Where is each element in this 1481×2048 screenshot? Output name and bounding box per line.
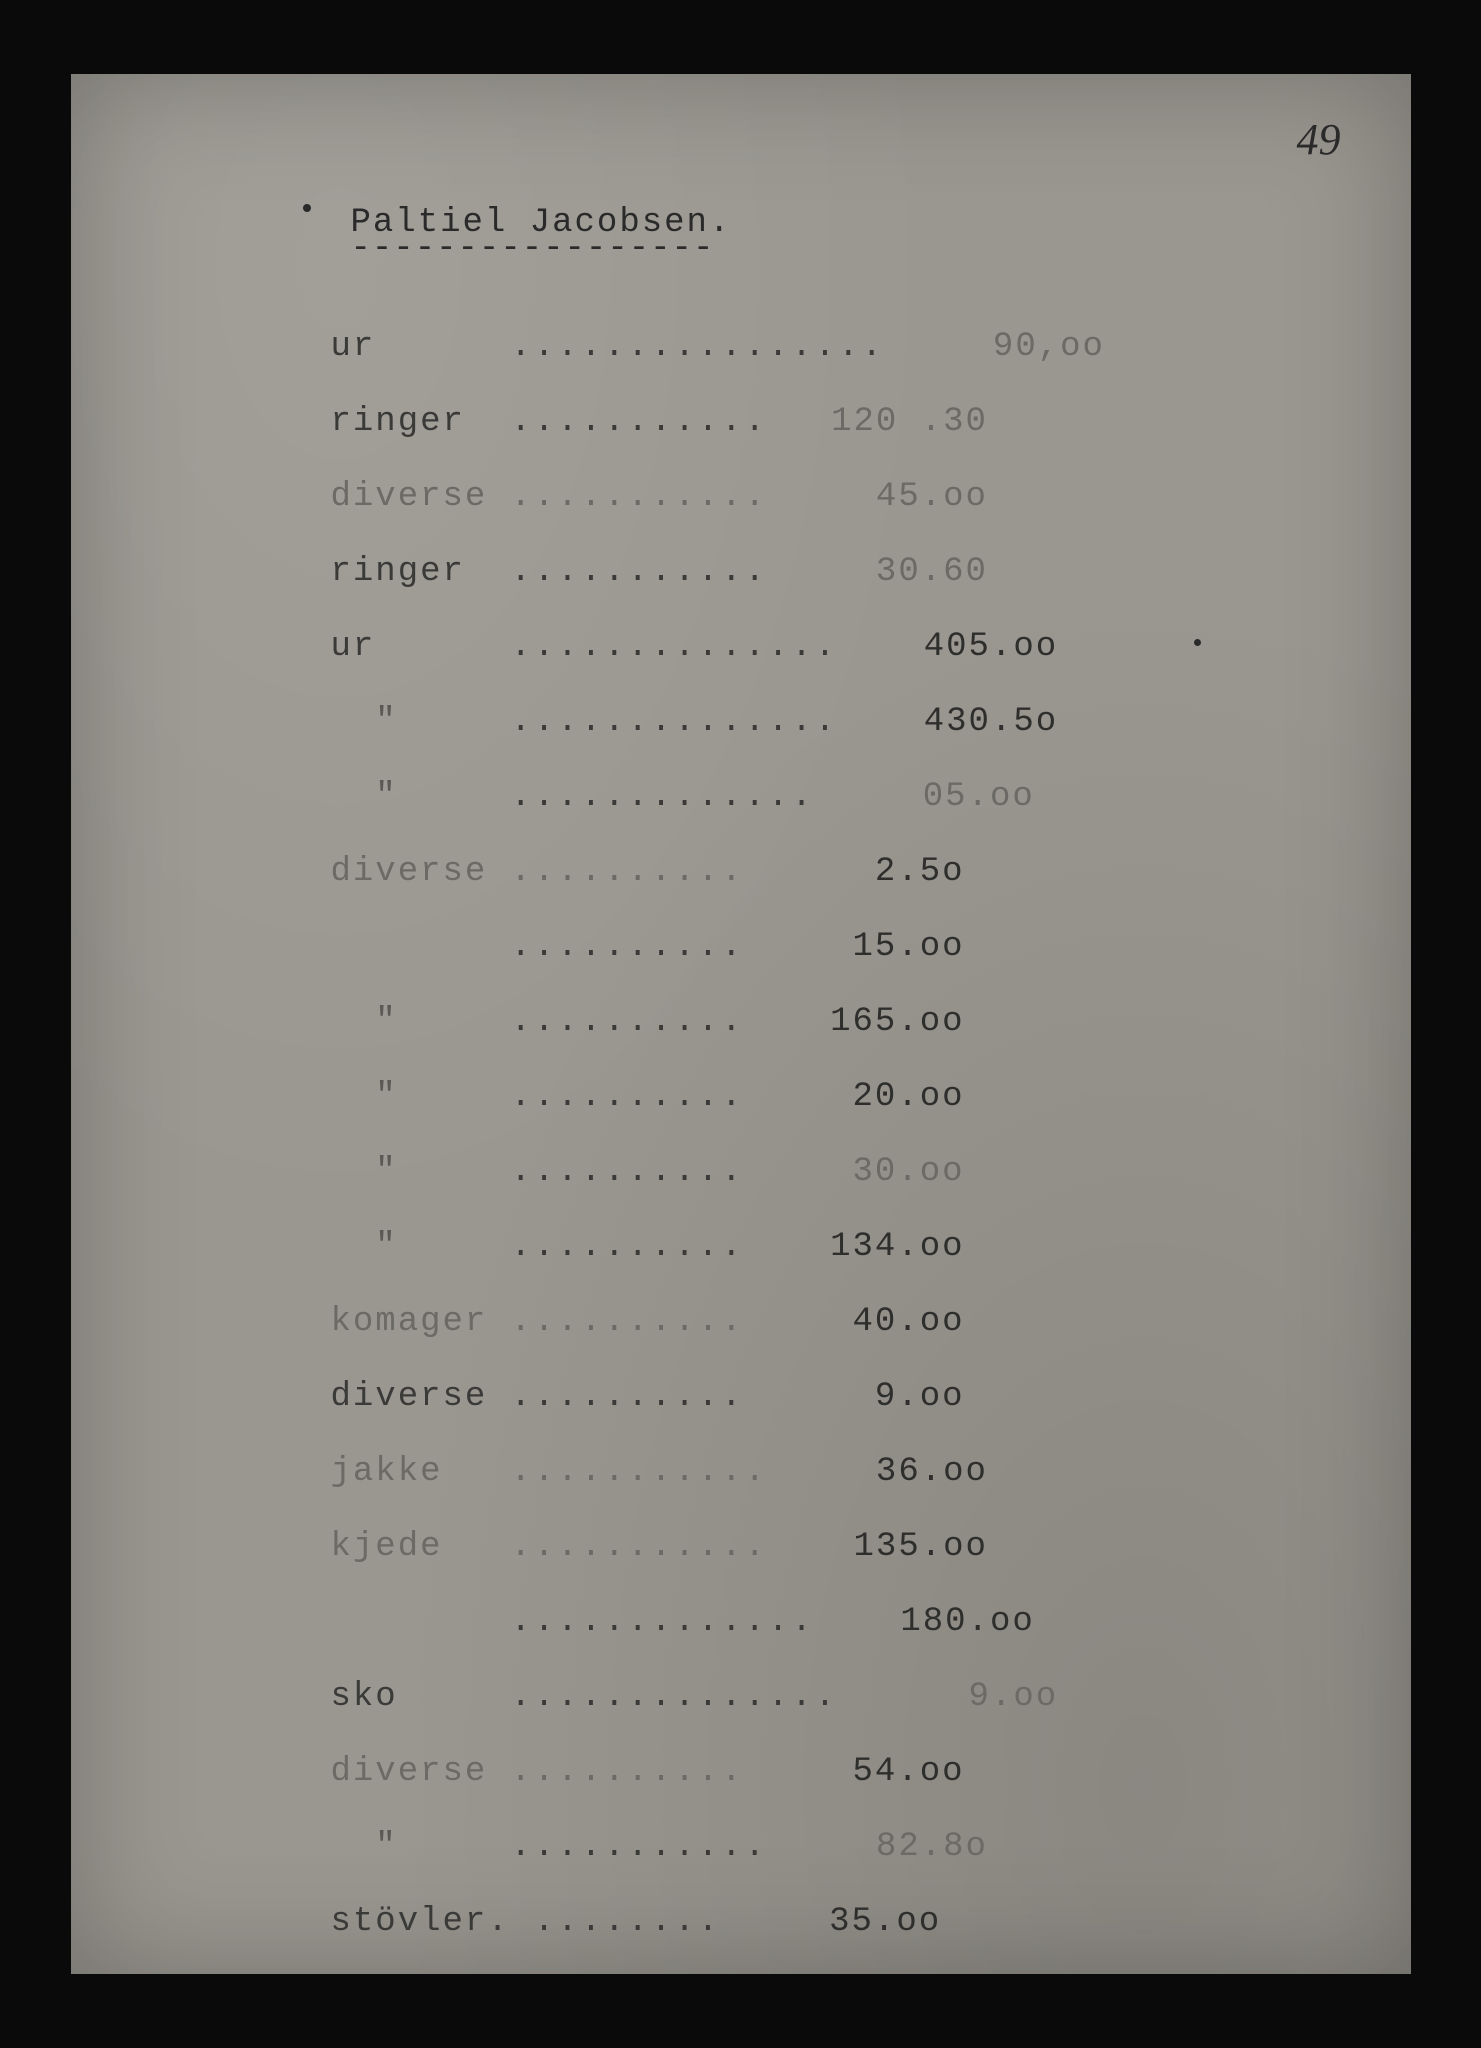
row-label: jakke xyxy=(331,1453,511,1491)
row-value: 82.8o xyxy=(788,1828,988,1866)
ledger-row: ringer........... 120 .30 xyxy=(331,403,1331,478)
content-area: Paltiel Jacobsen. ----------------- ur..… xyxy=(331,204,1331,1978)
row-label: ur xyxy=(331,328,511,366)
row-dots: .......... xyxy=(511,1753,745,1791)
row-value: 165.oo xyxy=(765,1003,965,1041)
ledger-row: jakke........... 36.oo xyxy=(331,1453,1331,1528)
row-label: diverse xyxy=(331,1753,511,1791)
title-block: Paltiel Jacobsen. ----------------- xyxy=(351,204,1331,268)
ledger-row: diverse.......... 2.5o xyxy=(331,853,1331,928)
page-number: 49 xyxy=(1297,114,1341,165)
row-label: diverse xyxy=(331,853,511,891)
ledger-row: kjede........... 135.oo xyxy=(331,1528,1331,1603)
row-value: 405.oo xyxy=(858,628,1058,666)
row-value: 36.oo xyxy=(788,1453,988,1491)
row-value: 135.oo xyxy=(788,1528,988,1566)
row-label: sko xyxy=(331,1678,511,1716)
row-label: " xyxy=(331,703,511,741)
row-label: " xyxy=(331,1828,511,1866)
row-label: stövler. xyxy=(331,1903,511,1941)
row-value: 90,oo xyxy=(905,328,1105,366)
ledger-row: " .............. 430.5o xyxy=(331,703,1331,778)
row-dots: .......... xyxy=(511,1303,745,1341)
ledger-row: .......... 15.oo xyxy=(331,928,1331,1003)
row-value: 9.oo xyxy=(858,1678,1058,1716)
row-value: 05.oo xyxy=(835,778,1035,816)
ledger-row: " .......... 134.oo xyxy=(331,1228,1331,1303)
ledger-row: ur.............. 405.oo xyxy=(331,628,1331,703)
row-label: ringer xyxy=(331,403,511,441)
row-dots: .......... xyxy=(511,1378,745,1416)
row-dots: .............. xyxy=(511,1678,839,1716)
row-dots: ........... xyxy=(511,1528,768,1566)
row-label: " xyxy=(331,1003,511,1041)
row-label xyxy=(331,1603,511,1641)
document-page: 49 Paltiel Jacobsen. ----------------- u… xyxy=(71,74,1411,1974)
ledger-row: diverse........... 45.oo xyxy=(331,478,1331,553)
ledger-row: stövler. ........ 35.oo xyxy=(331,1903,1331,1978)
row-dots: .......... xyxy=(511,928,745,966)
row-label: diverse xyxy=(331,478,511,516)
ledger-row: " ........... 82.8o xyxy=(331,1828,1331,1903)
row-dots: ........ xyxy=(511,1903,722,1941)
row-dots: ................ xyxy=(511,328,885,366)
stray-mark-dot xyxy=(1194,639,1201,646)
row-value: 54.oo xyxy=(765,1753,965,1791)
ledger-row: ringer........... 30.60 xyxy=(331,553,1331,628)
row-value: 2.5o xyxy=(765,853,965,891)
row-value: 45.oo xyxy=(788,478,988,516)
row-label: " xyxy=(331,1153,511,1191)
row-label: " xyxy=(331,778,511,816)
title-underline: ----------------- xyxy=(351,230,1331,268)
row-value: 15.oo xyxy=(765,928,965,966)
row-value: 9.oo xyxy=(765,1378,965,1416)
row-dots: ........... xyxy=(511,403,768,441)
ledger-rows: ur................ 90,ooringer..........… xyxy=(331,328,1331,1978)
row-dots: ............. xyxy=(511,778,815,816)
ledger-row: " .......... 165.oo xyxy=(331,1003,1331,1078)
row-value: 30.oo xyxy=(765,1153,965,1191)
row-dots: ........... xyxy=(511,478,768,516)
row-value: 30.60 xyxy=(788,553,988,591)
row-value: 35.oo xyxy=(741,1903,941,1941)
row-dots: .............. xyxy=(511,703,839,741)
row-dots: ........... xyxy=(511,1453,768,1491)
row-dots: .......... xyxy=(511,1228,745,1266)
row-dots: ............. xyxy=(511,1603,815,1641)
row-label xyxy=(331,928,511,966)
row-label: komager xyxy=(331,1303,511,1341)
row-label: " xyxy=(331,1228,511,1266)
ledger-row: " .......... 30.oo xyxy=(331,1153,1331,1228)
row-value: 180.oo xyxy=(835,1603,1035,1641)
ledger-row: diverse.......... 54.oo xyxy=(331,1753,1331,1828)
row-label: ur xyxy=(331,628,511,666)
row-dots: .......... xyxy=(511,853,745,891)
row-value: 430.5o xyxy=(858,703,1058,741)
ledger-row: diverse.......... 9.oo xyxy=(331,1378,1331,1453)
ledger-row: ur................ 90,oo xyxy=(331,328,1331,403)
ledger-row: ............. 180.oo xyxy=(331,1603,1331,1678)
row-label: diverse xyxy=(331,1378,511,1416)
row-value: 134.oo xyxy=(765,1228,965,1266)
row-label: ringer xyxy=(331,553,511,591)
row-dots: .......... xyxy=(511,1153,745,1191)
row-dots: ........... xyxy=(511,553,768,591)
row-value: 40.oo xyxy=(765,1303,965,1341)
ledger-row: " .......... 20.oo xyxy=(331,1078,1331,1153)
stray-mark-dot xyxy=(303,204,311,212)
ledger-row: sko.............. 9.oo xyxy=(331,1678,1331,1753)
row-dots: .............. xyxy=(511,628,839,666)
ledger-row: " ............. 05.oo xyxy=(331,778,1331,853)
ledger-row: komager.......... 40.oo xyxy=(331,1303,1331,1378)
row-value: 120 .30 xyxy=(788,403,988,441)
row-label: kjede xyxy=(331,1528,511,1566)
row-dots: .......... xyxy=(511,1003,745,1041)
row-dots: ........... xyxy=(511,1828,768,1866)
row-value: 20.oo xyxy=(765,1078,965,1116)
row-label: " xyxy=(331,1078,511,1116)
row-dots: .......... xyxy=(511,1078,745,1116)
